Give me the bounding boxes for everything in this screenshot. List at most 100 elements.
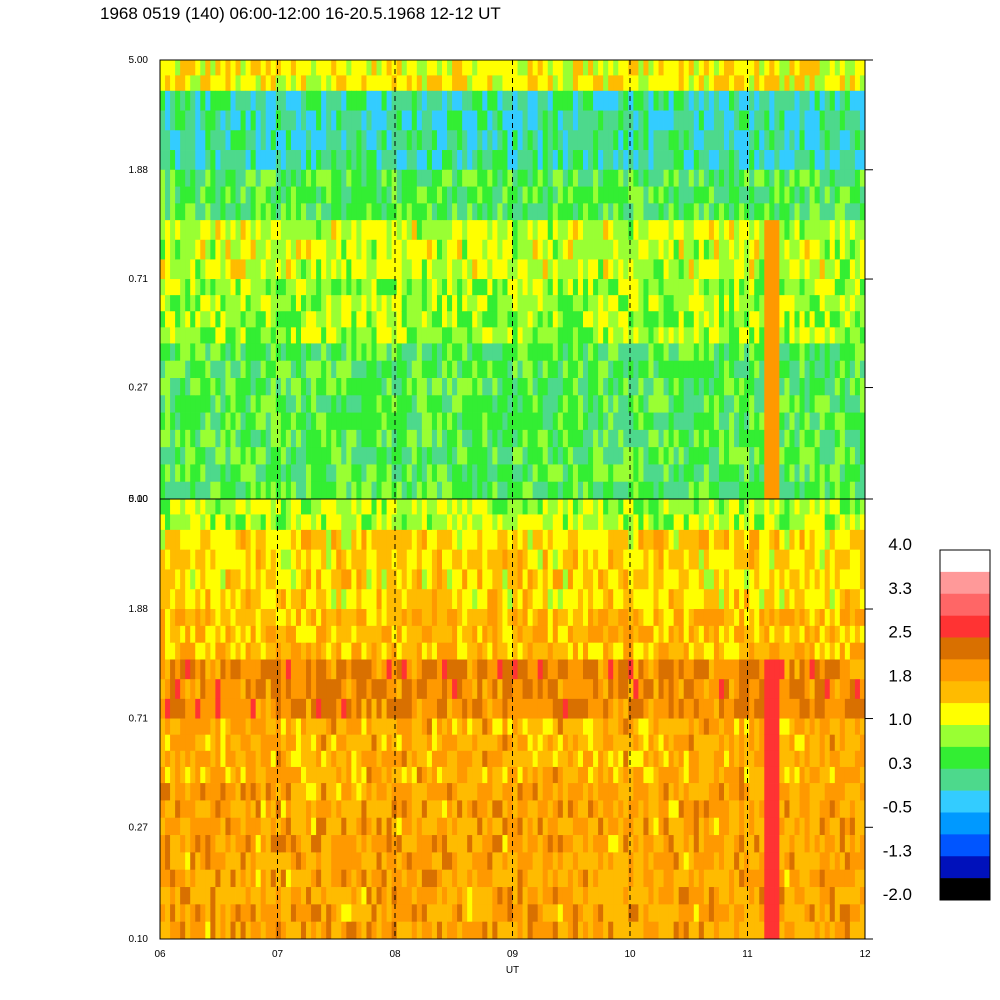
heatmap-cell: [809, 360, 816, 379]
heatmap-cell: [593, 464, 599, 483]
heatmap-cell: [588, 447, 594, 465]
heatmap-cell: [734, 327, 740, 344]
heatmap-cell: [557, 186, 564, 204]
heatmap-cell: [366, 549, 372, 570]
heatmap-cell: [482, 169, 488, 187]
heatmap-cell: [295, 378, 302, 396]
heatmap-cell: [542, 625, 549, 644]
heatmap-cell: [839, 110, 846, 131]
heatmap-cell: [351, 395, 357, 413]
heatmap-cell: [688, 259, 695, 280]
heatmap-cell: [457, 569, 463, 590]
heatmap-cell: [567, 239, 574, 260]
heatmap-cell: [200, 311, 206, 328]
heatmap-cell: [628, 395, 634, 413]
heatmap-cell: [421, 429, 428, 448]
heatmap-cell: [356, 259, 362, 280]
heatmap-cell: [542, 412, 549, 431]
heatmap-cell: [663, 395, 670, 413]
heatmap-cell: [527, 259, 534, 280]
heatmap-cell: [663, 549, 670, 570]
heatmap-cell: [457, 90, 463, 111]
heatmap-cell: [361, 698, 367, 719]
heatmap-cell: [779, 378, 785, 396]
heatmap-cell: [376, 642, 382, 660]
heatmap-cell: [436, 60, 443, 76]
heatmap-cell: [240, 220, 247, 241]
heatmap-cell: [195, 343, 201, 362]
heatmap-cell: [270, 529, 277, 551]
heatmap-cell: [200, 378, 206, 396]
heatmap-cell: [517, 75, 523, 92]
heatmap-cell: [547, 481, 554, 500]
heatmap-cell: [849, 447, 856, 465]
heatmap-cell: [195, 169, 201, 187]
heatmap-cell: [472, 549, 478, 570]
heatmap-cell: [628, 499, 634, 515]
heatmap-cell: [769, 169, 775, 187]
heatmap-cell: [185, 110, 191, 131]
heatmap-cell: [497, 625, 503, 644]
heatmap-cell: [688, 569, 695, 590]
heatmap-cell: [567, 412, 574, 431]
heatmap-cell: [703, 464, 710, 483]
heatmap-cell: [829, 625, 836, 644]
heatmap-cell: [477, 549, 483, 570]
heatmap-cell: [416, 378, 423, 396]
heatmap-cell: [774, 609, 780, 627]
heatmap-cell: [381, 499, 388, 515]
heatmap-cell: [361, 569, 367, 590]
heatmap-cell: [839, 378, 846, 396]
heatmap-cell: [170, 625, 176, 644]
heatmap-cell: [648, 464, 654, 483]
heatmap-cell: [593, 150, 599, 171]
heatmap-cell: [638, 279, 644, 296]
heatmap-cell: [577, 589, 584, 610]
heatmap-cell: [739, 295, 745, 312]
heatmap-cell: [426, 549, 433, 570]
heatmap-cell: [608, 447, 614, 465]
heatmap-cell: [356, 378, 362, 396]
heatmap-cell: [613, 327, 619, 344]
heatmap-cell: [512, 378, 518, 396]
heatmap-cell: [336, 514, 342, 531]
heatmap-cell: [693, 549, 700, 570]
heatmap-cell: [517, 514, 523, 531]
heatmap-cell: [839, 589, 846, 610]
heatmap-cell: [482, 625, 488, 644]
heatmap-cell: [779, 499, 785, 515]
heatmap-cell: [406, 130, 413, 151]
heatmap-cell: [396, 279, 403, 296]
heatmap-cell: [295, 514, 302, 531]
heatmap-cell: [633, 499, 639, 515]
heatmap-cell: [739, 447, 745, 465]
heatmap-cell: [447, 327, 453, 344]
heatmap-cell: [250, 360, 257, 379]
heatmap-cell: [482, 642, 488, 660]
heatmap-cell: [311, 395, 317, 413]
heatmap-cell: [366, 203, 372, 221]
heatmap-cell: [482, 220, 488, 241]
heatmap-cell: [784, 447, 790, 465]
heatmap-cell: [275, 625, 282, 644]
heatmap-cell: [718, 239, 725, 260]
heatmap-cell: [527, 549, 534, 570]
heatmap-cell: [724, 169, 730, 187]
heatmap-cell: [784, 186, 790, 204]
heatmap-cell: [472, 220, 478, 241]
heatmap-cell: [623, 203, 629, 221]
heatmap-cell: [326, 220, 332, 241]
heatmap-cell: [376, 395, 382, 413]
heatmap-cell: [245, 110, 252, 131]
heatmap-cell: [280, 295, 287, 312]
heatmap-cell: [195, 259, 201, 280]
heatmap-cell: [351, 169, 357, 187]
heatmap-cell: [588, 90, 594, 111]
heatmap-cell: [713, 514, 720, 531]
heatmap-cell: [537, 378, 544, 396]
heatmap-cell: [381, 698, 388, 719]
heatmap-cell: [331, 75, 337, 92]
heatmap-cell: [537, 642, 544, 660]
heatmap-cell: [487, 259, 493, 280]
heatmap-cell: [507, 679, 513, 700]
